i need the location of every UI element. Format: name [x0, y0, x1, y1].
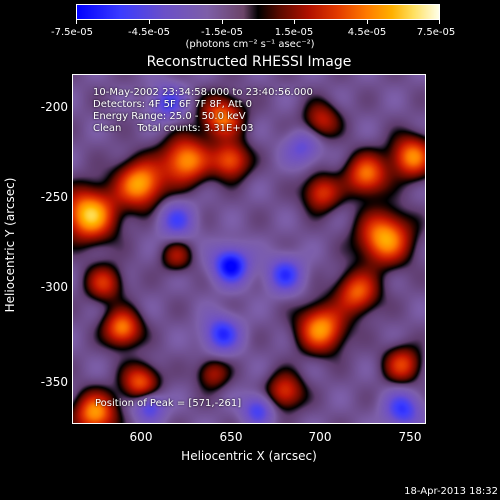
y-tick-label: -250 — [40, 190, 68, 204]
colorbar — [76, 4, 440, 20]
y-tick-label: -350 — [40, 375, 68, 389]
plot-area: 10-May-2002 23:34:58.000 to 23:40:56.000… — [72, 74, 426, 424]
annotation-detectors: Detectors: 4F 5F 6F 7F 8F, Att 0 — [93, 99, 253, 110]
timestamp: 18-Apr-2013 18:32 — [404, 486, 498, 497]
colorbar-tick-label: -1.5e-05 — [201, 27, 243, 38]
colorbar-tick-mark — [149, 20, 150, 24]
colorbar-tick-mark — [367, 20, 368, 24]
colorbar-tick-mark — [439, 20, 440, 24]
annotation-energy-range: Energy Range: 25.0 - 50.0 keV — [93, 111, 246, 122]
x-tick-label: 600 — [129, 430, 153, 444]
heatmap-image — [73, 75, 425, 423]
annotation-time-range: 10-May-2002 23:34:58.000 to 23:40:56.000 — [93, 87, 313, 98]
y-tick-label: -200 — [40, 100, 68, 114]
colorbar-tick-mark — [76, 20, 77, 24]
chart-title: Reconstructed RHESSI Image — [146, 54, 352, 70]
colorbar-tick-label: -7.5e-05 — [51, 27, 93, 38]
colorbar-tick-mark — [222, 20, 223, 24]
x-tick-label: 700 — [308, 430, 332, 444]
colorbar-tick-mark — [294, 20, 295, 24]
y-tick-label: -300 — [40, 280, 68, 294]
colorbar-tick-label: 4.5e-05 — [347, 27, 387, 38]
x-tick-label: 650 — [219, 430, 243, 444]
x-axis-label: Heliocentric X (arcsec) — [181, 449, 317, 463]
colorbar-tick-label: 1.5e-05 — [274, 27, 314, 38]
colorbar-tick-label: -4.5e-05 — [128, 27, 170, 38]
annotation-method-counts: Clean Total counts: 3.31E+03 — [93, 123, 254, 134]
y-axis-label: Heliocentric Y (arcsec) — [3, 177, 17, 313]
colorbar-units: (photons cm⁻² s⁻¹ asec⁻²) — [185, 39, 315, 50]
annotation-peak-position: Position of Peak = [571,-261] — [95, 398, 242, 409]
colorbar-tick-label: 7.5e-05 — [416, 27, 456, 38]
x-tick-label: 750 — [398, 430, 422, 444]
